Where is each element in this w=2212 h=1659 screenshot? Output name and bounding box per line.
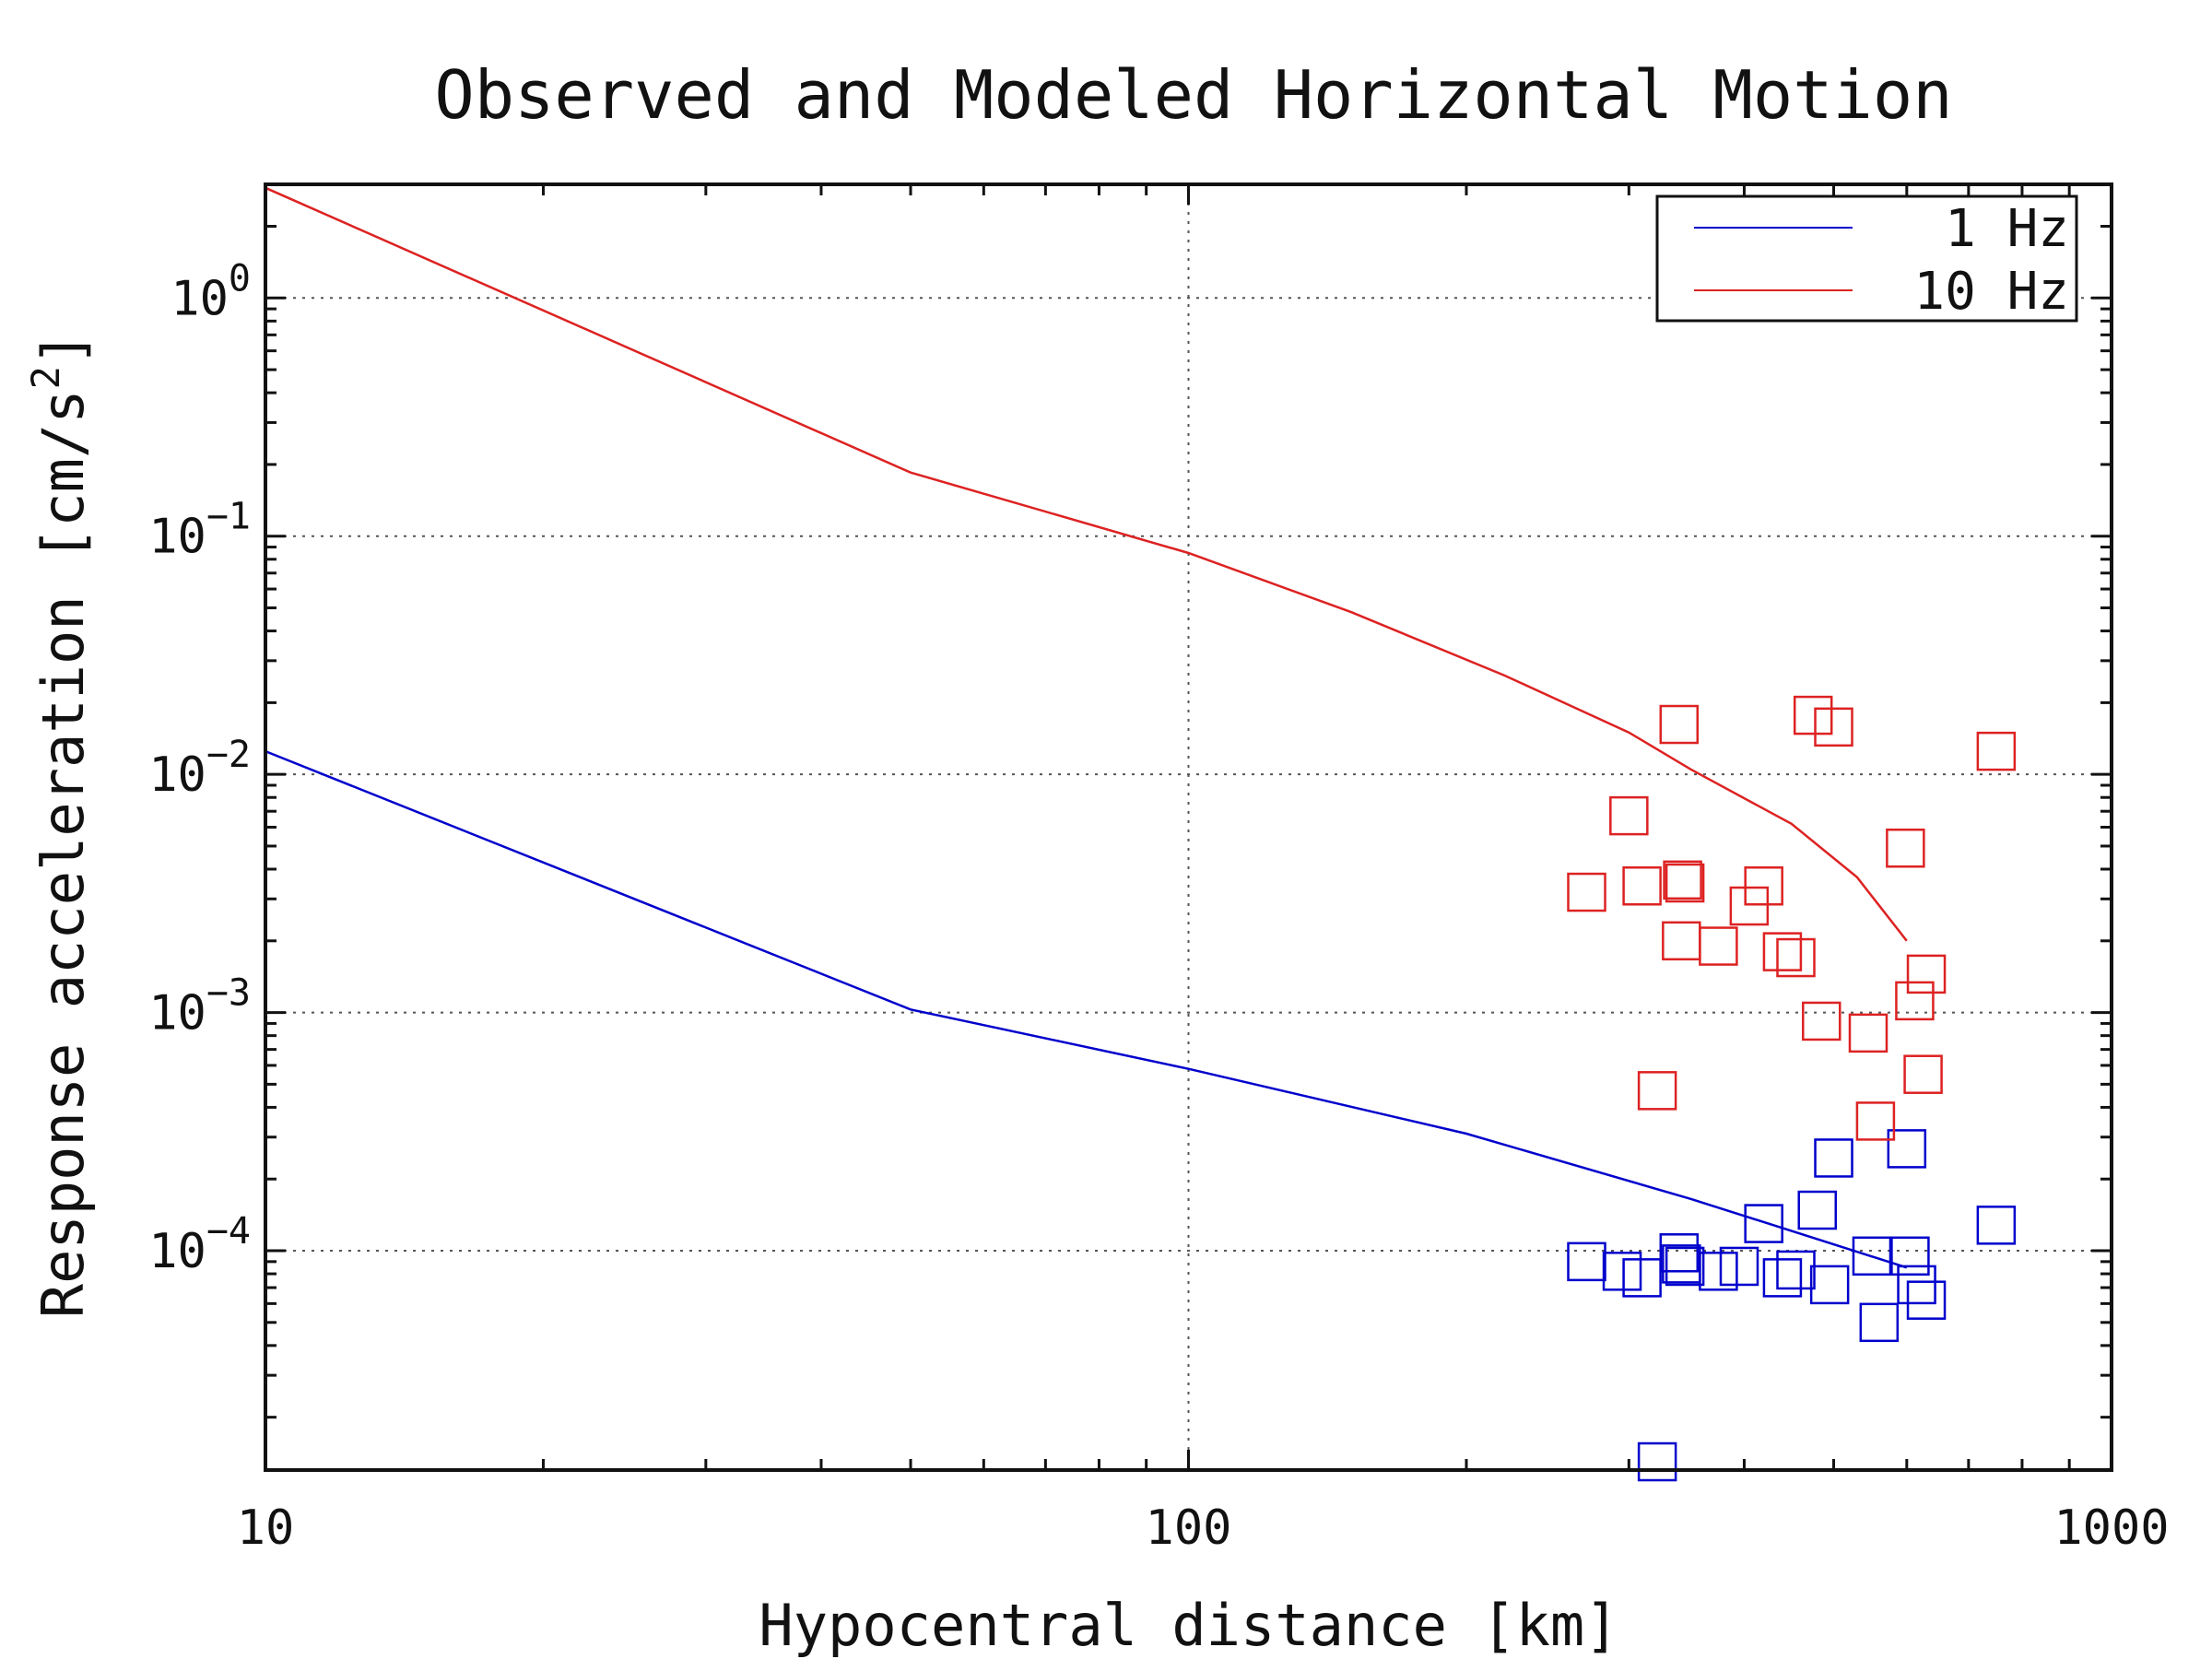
- observed-point-1hz: [1976, 1206, 2017, 1245]
- observed-point-10hz: [1855, 1101, 1896, 1141]
- observed-point-10hz: [1776, 937, 1816, 978]
- observed-point-10hz: [1814, 707, 1853, 747]
- observed-point-10hz: [1802, 1001, 1841, 1041]
- x-tick-label: 100: [1146, 1500, 1232, 1556]
- y-tick-label: 10−2: [148, 734, 251, 803]
- observed-point-10hz: [1662, 921, 1701, 961]
- grid-lines: [265, 184, 2112, 1470]
- y-tick-exponent: −1: [206, 496, 251, 538]
- observed-point-10hz: [1903, 1054, 1943, 1094]
- observed-point-10hz: [1567, 872, 1606, 912]
- observed-point-1hz: [1762, 1258, 1803, 1298]
- y-tick-base: 10: [148, 510, 206, 565]
- observed-point-10hz: [1659, 704, 1700, 745]
- observed-point-10hz: [1699, 926, 1738, 966]
- observed-point-1hz: [1859, 1302, 1900, 1343]
- observed-point-10hz: [1729, 886, 1770, 926]
- observed-point-10hz: [1663, 860, 1702, 900]
- observed-point-1hz: [1887, 1129, 1927, 1169]
- observed-point-1hz: [1776, 1250, 1816, 1290]
- observed-point-1hz: [1890, 1236, 1930, 1277]
- observed-point-1hz: [1906, 1280, 1947, 1320]
- observed-point-1hz: [1622, 1258, 1662, 1298]
- x-axis-label: Hypocentral distance [km]: [759, 1592, 1618, 1659]
- data-series: [265, 186, 2017, 1482]
- y-axis-label-end: ]: [29, 332, 97, 366]
- observed-point-10hz: [1762, 932, 1803, 971]
- y-tick-exponent: −4: [206, 1210, 251, 1253]
- observed-point-1hz: [1659, 1233, 1700, 1273]
- y-tick-label: 10−1: [148, 496, 251, 565]
- y-tick-base: 10: [148, 986, 206, 1041]
- observed-point-1hz: [1699, 1252, 1738, 1291]
- y-tick-base: 10: [148, 1224, 206, 1279]
- observed-point-1hz: [1852, 1236, 1892, 1277]
- observed-point-1hz: [1637, 1441, 1677, 1482]
- observed-point-1hz: [1665, 1246, 1705, 1287]
- axis-ticks: [264, 182, 2112, 1470]
- observed-point-1hz: [1744, 1204, 1783, 1243]
- observed-point-10hz: [1744, 865, 1783, 906]
- y-axis-label: Response acceleration [cm/s2]: [23, 332, 97, 1318]
- y-tick-label: 10−3: [148, 972, 251, 1041]
- observed-point-1hz: [1797, 1190, 1838, 1230]
- observed-point-10hz: [1637, 1071, 1677, 1111]
- observed-point-10hz: [1895, 981, 1935, 1021]
- model-line-10hz: [265, 186, 1908, 942]
- y-tick-exponent: −2: [206, 734, 251, 776]
- observed-point-1hz: [1809, 1265, 1850, 1305]
- legend: 1 Hz 10 Hz: [1655, 194, 2078, 323]
- observed-point-10hz: [1665, 863, 1705, 903]
- y-tick-label: 100: [171, 257, 251, 326]
- y-axis-label-superscript: 2: [23, 366, 68, 389]
- y-tick-base: 10: [171, 271, 229, 326]
- observed-point-1hz: [1814, 1138, 1853, 1178]
- observed-point-1hz: [1719, 1246, 1759, 1287]
- plot-frame: [264, 182, 2113, 1472]
- observed-point-10hz: [1886, 828, 1925, 868]
- observed-point-1hz: [1602, 1252, 1642, 1291]
- y-tick-base: 10: [148, 747, 206, 803]
- observed-point-1hz: [1897, 1265, 1936, 1305]
- x-tick-label: 1000: [2053, 1500, 2169, 1556]
- y-tick-label: 10−4: [148, 1210, 251, 1279]
- observed-point-10hz: [1622, 865, 1662, 906]
- legend-box: [1655, 194, 2078, 323]
- x-tick-label: 10: [237, 1500, 295, 1556]
- y-axis-label-main: Response acceleration [cm/s: [29, 389, 97, 1318]
- legend-label-10hz: 10 Hz: [1913, 262, 2069, 322]
- observed-point-10hz: [1848, 1013, 1888, 1053]
- observed-point-10hz: [1906, 954, 1947, 994]
- y-tick-exponent: 0: [229, 257, 251, 300]
- y-tick-exponent: −3: [206, 972, 251, 1015]
- model-line-1hz: [265, 749, 1908, 1269]
- observed-point-10hz: [1976, 731, 2017, 771]
- x-tick-labels: 10 100 1000: [237, 1500, 2170, 1556]
- observed-point-1hz: [1567, 1241, 1606, 1282]
- legend-label-1hz: 1 Hz: [1945, 199, 2069, 259]
- chart-title: Observed and Modeled Horizontal Motion: [434, 56, 1952, 134]
- observed-point-10hz: [1609, 795, 1649, 836]
- observed-point-10hz: [1793, 695, 1833, 735]
